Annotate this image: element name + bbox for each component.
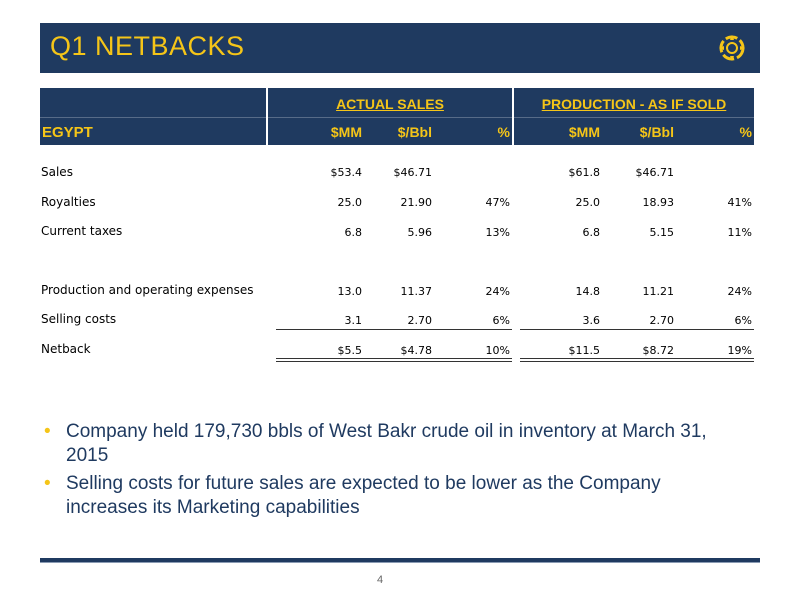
table-cell: 6.8: [344, 226, 363, 239]
table-cell: 14.8: [575, 285, 601, 298]
header-divider-2: [512, 88, 514, 145]
bullet-item: • Selling costs for future sales are exp…: [44, 472, 744, 520]
bullet-item: • Company held 179,730 bbls of West Bakr…: [44, 420, 744, 468]
row-label-royalties: Royalties: [41, 195, 96, 209]
total-rule-actual: [276, 358, 512, 362]
col-header-mm-actual: $MM: [330, 124, 362, 140]
table-cell: 11.21: [642, 285, 675, 298]
table-cell: $46.71: [635, 166, 675, 179]
bullet-dot-icon: •: [44, 421, 51, 442]
col-header-bbl-prod: $/Bbl: [639, 124, 674, 140]
table-cell: $53.4: [330, 166, 363, 179]
table-cell: 11%: [727, 226, 752, 239]
table-cell: 24%: [727, 285, 752, 298]
col-header-pct-actual: %: [497, 124, 510, 140]
table-header-band: [40, 88, 754, 145]
table-cell: 19%: [727, 344, 752, 357]
row-label-selling-costs: Selling costs: [41, 312, 117, 326]
bullet-text: Selling costs for future sales are expec…: [66, 473, 661, 518]
bullet-list: • Company held 179,730 bbls of West Bakr…: [44, 420, 744, 524]
footer-divider: [40, 558, 760, 563]
subtotal-rule-prod: [520, 329, 754, 330]
header-divider-1: [266, 88, 268, 145]
table-cell: 13.0: [337, 285, 363, 298]
table-cell: 3.6: [582, 314, 601, 327]
table-cell: 5.96: [407, 226, 433, 239]
col-header-pct-prod: %: [739, 124, 752, 140]
row-label-current-taxes: Current taxes: [41, 224, 123, 238]
table-cell: 21.90: [400, 196, 433, 209]
table-cell: 11.37: [400, 285, 433, 298]
bullet-dot-icon: •: [44, 473, 51, 494]
table-cell: $46.71: [393, 166, 433, 179]
table-cell: 41%: [727, 196, 752, 209]
table-cell: $8.72: [642, 344, 675, 357]
page-title: Q1 NETBACKS: [50, 31, 245, 61]
col-header-bbl-actual: $/Bbl: [397, 124, 432, 140]
page-number: 4: [376, 574, 384, 586]
table-cell: 10%: [485, 344, 510, 357]
table-cell: 2.70: [407, 314, 433, 327]
title-bar: Q1 NETBACKS: [40, 23, 760, 73]
table-cell: $11.5: [568, 344, 601, 357]
table-cell: 47%: [485, 196, 510, 209]
gear-ring-logo-icon: [719, 35, 745, 61]
table-cell: 18.93: [642, 196, 675, 209]
region-label: EGYPT: [42, 124, 93, 141]
row-label-netback: Netback: [41, 342, 91, 356]
row-label-sales: Sales: [41, 165, 73, 179]
total-rule-prod: [520, 358, 754, 362]
table-cell: 2.70: [649, 314, 675, 327]
col-header-mm-prod: $MM: [568, 124, 600, 140]
header-midline: [40, 117, 754, 118]
row-label-production-operating-expenses: Production and operating expenses: [41, 283, 254, 297]
table-cell: 6.8: [582, 226, 601, 239]
bullet-text: Company held 179,730 bbls of West Bakr c…: [66, 421, 707, 466]
group-actual-sales: ACTUAL SALES: [336, 96, 444, 112]
table-cell: 24%: [485, 285, 510, 298]
table-cell: 25.0: [575, 196, 601, 209]
table-cell: 6%: [734, 314, 752, 327]
group-production-as-if-sold: PRODUCTION - AS IF SOLD: [541, 96, 727, 112]
table-cell: 6%: [492, 314, 510, 327]
table-cell: $4.78: [400, 344, 433, 357]
table-cell: 13%: [485, 226, 510, 239]
subtotal-rule-actual: [276, 329, 512, 330]
table-cell: 3.1: [344, 314, 363, 327]
table-cell: 5.15: [649, 226, 675, 239]
table-cell: $5.5: [337, 344, 363, 357]
table-cell: $61.8: [568, 166, 601, 179]
table-cell: 25.0: [337, 196, 363, 209]
